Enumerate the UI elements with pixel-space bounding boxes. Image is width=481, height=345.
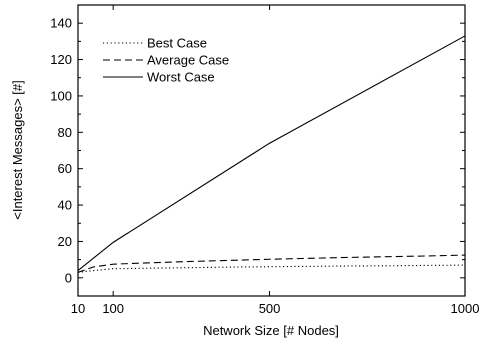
x-tick-label: 10 — [71, 301, 85, 316]
legend-label: Worst Case — [147, 70, 215, 85]
x-tick-label: 1000 — [451, 301, 480, 316]
series-line-average-case — [77, 254, 466, 273]
series-line-worst-case — [77, 35, 466, 271]
series-lines — [77, 35, 466, 273]
x-tick-label: 500 — [259, 301, 281, 316]
y-axis-title: <Interest Messages> [#] — [10, 80, 25, 219]
y-tick-label: 80 — [58, 125, 72, 140]
y-tick-label: 60 — [58, 161, 72, 176]
x-tick-label: 100 — [102, 301, 124, 316]
x-axis-title: Network Size [# Nodes] — [203, 323, 339, 338]
legend: Best Case Average Case Worst Case — [103, 36, 229, 85]
y-tick-label: 40 — [58, 198, 72, 213]
y-tick-label: 20 — [58, 234, 72, 249]
plot-frame — [77, 4, 466, 297]
y-tick-label: 120 — [50, 52, 72, 67]
legend-label: Average Case — [147, 53, 229, 68]
y-tick-label: 0 — [65, 270, 72, 285]
legend-label: Best Case — [147, 36, 207, 51]
y-tick-label: 100 — [50, 88, 72, 103]
x-axis-ticks: 10 100 500 1000 — [71, 5, 480, 316]
y-axis-ticks: 0 20 40 60 80 100 120 140 — [50, 4, 465, 297]
y-tick-label: 140 — [50, 16, 72, 31]
series-line-best-case — [77, 264, 466, 273]
